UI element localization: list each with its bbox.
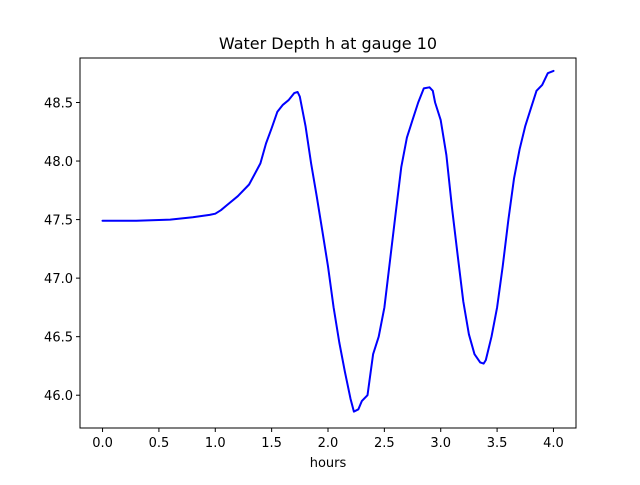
x-tick-label: 2.0 [318,436,339,451]
plot-area [80,58,576,428]
x-tick-label: 4.0 [543,436,564,451]
y-tick-label: 48.5 [44,96,73,111]
x-tick-label: 3.5 [487,436,508,451]
y-tick-label: 47.0 [44,272,73,287]
x-tick-label: 1.5 [261,436,282,451]
series-layer [101,69,555,413]
x-tick-label: 1.0 [205,436,226,451]
x-tick-label: 2.5 [374,436,395,451]
y-axis: 46.0 46.5 47.0 47.5 48.0 48.5 [44,96,80,404]
y-tick-label: 46.5 [44,331,73,346]
x-tick-label: 0.0 [92,436,113,451]
x-axis-label: hours [310,456,347,471]
y-tick-label: 48.0 [44,155,73,170]
series-line [101,69,555,413]
y-tick-label: 47.5 [44,214,73,229]
x-tick-label: 3.0 [430,436,451,451]
x-tick-label: 0.5 [149,436,170,451]
x-axis: 0.0 0.5 1.0 1.5 2.0 2.5 3.0 3.5 4.0 [92,428,564,451]
y-tick-label: 46.0 [44,389,73,404]
chart-title: Water Depth h at gauge 10 [219,34,437,53]
